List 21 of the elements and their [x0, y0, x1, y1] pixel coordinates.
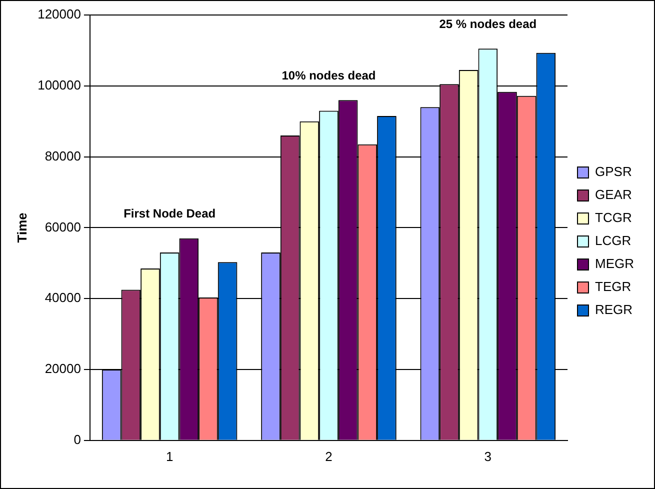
- x-tick-label: 1: [166, 448, 174, 464]
- legend-label: REGR: [595, 302, 633, 318]
- legend-label: MEGR: [595, 256, 634, 272]
- y-axis-title: Time: [14, 212, 30, 243]
- y-tick-label: 40000: [44, 290, 81, 306]
- annotation: 10% nodes dead: [282, 68, 376, 82]
- x-tick-label: 2: [325, 448, 332, 464]
- legend-label: LCGR: [595, 233, 632, 248]
- legend-label: TCGR: [595, 210, 632, 226]
- y-tick-label: 120000: [38, 6, 81, 22]
- legend-label: GEAR: [595, 187, 632, 202]
- annotation: First Node Dead: [124, 206, 216, 221]
- legend-label: GPSR: [595, 164, 632, 180]
- y-tick-label: 80000: [44, 148, 81, 164]
- x-tick-label: 3: [484, 448, 492, 464]
- y-tick-label: 60000: [44, 219, 81, 234]
- y-tick-label: 20000: [44, 361, 81, 376]
- y-tick-label: 0: [74, 432, 81, 447]
- y-tick-label: 100000: [38, 77, 81, 92]
- annotation: 25 % nodes dead: [439, 16, 537, 31]
- legend-label: TEGR: [595, 279, 632, 294]
